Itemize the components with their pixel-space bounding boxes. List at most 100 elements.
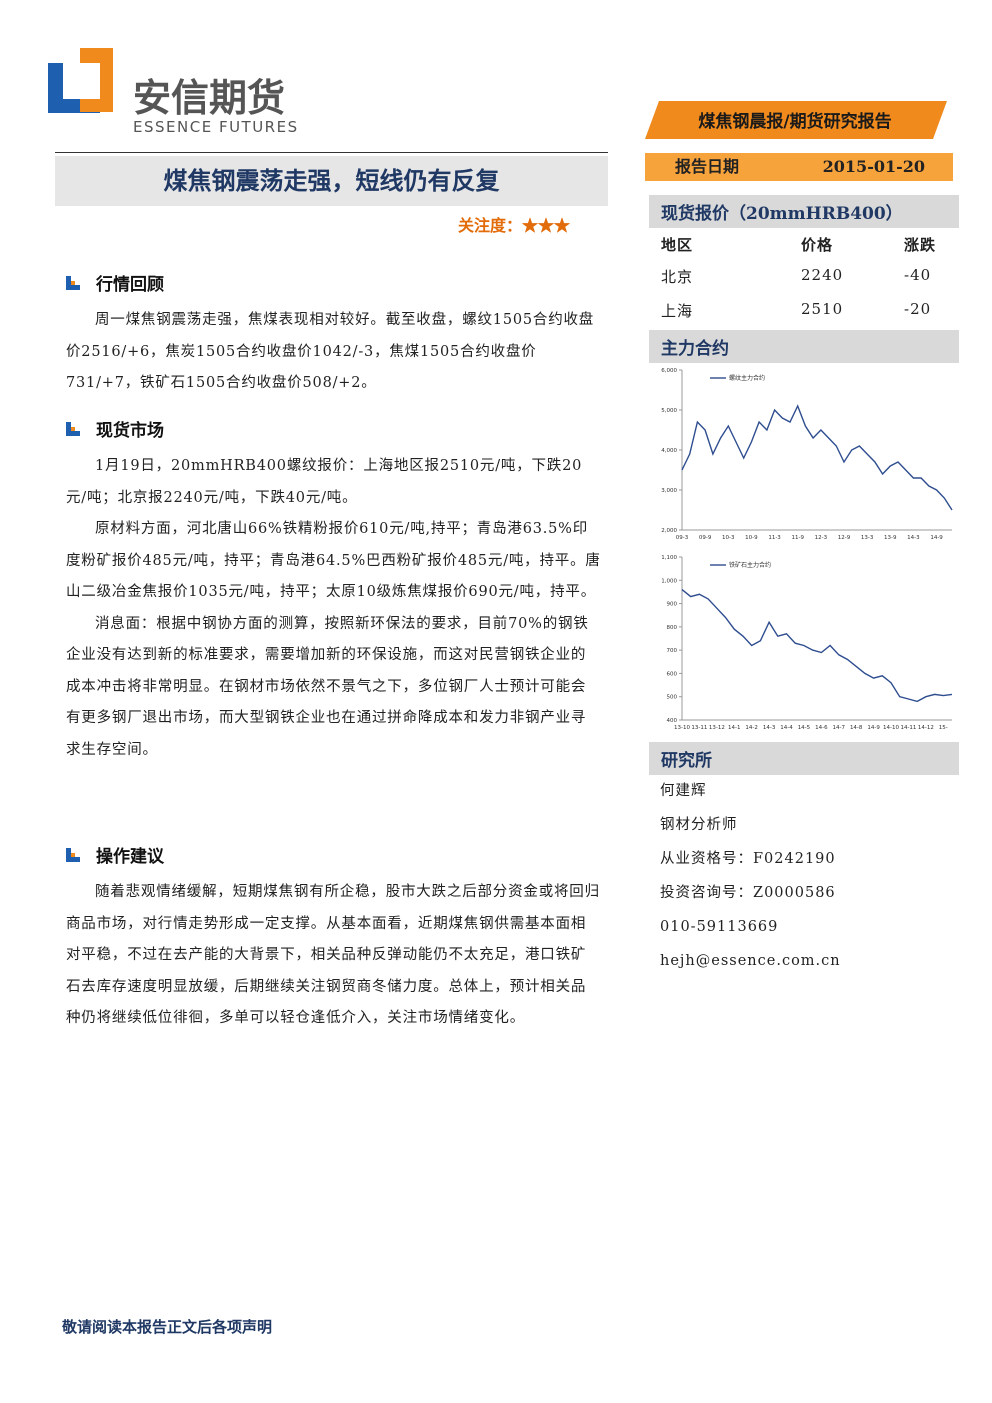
x-tick-label: 14-3 (763, 725, 776, 731)
x-tick-label: 09-3 (676, 535, 689, 541)
charts: 2,000 3,000 4,000 5,000 6,000 09-3 09-9 10-3 10-… (661, 368, 953, 731)
paragraph: 1月19日，20mmHRB400螺纹报价：上海地区报2510元/吨，下跌20元/… (66, 458, 583, 506)
heading-text: 现货市场 (96, 421, 164, 441)
y-tick-label: 3,000 (661, 488, 677, 494)
table-row: 上海 2510 -20 (649, 296, 955, 330)
date-label: 报告日期 (675, 157, 740, 176)
section: 现货市场 1月19日，20mmHRB400螺纹报价：上海地区报2510元/吨，下… (66, 416, 601, 766)
y-tick-label: 500 (667, 695, 678, 701)
paragraph: 原材料方面，河北唐山66%铁精粉报价610元/吨,持平；青岛港63.5%印度粉矿… (66, 521, 601, 600)
table-cell: 上海 (661, 302, 694, 320)
x-tick-label: 10-3 (722, 535, 735, 541)
x-tick-label: 13-9 (884, 535, 897, 541)
section: 操作建议 随着悲观情绪缓解，短期煤焦钢有所企稳，股市大跌之后部分资金或将回归商品… (66, 842, 601, 1035)
icon (66, 422, 80, 436)
x-tick-label: 13-11 (691, 725, 707, 731)
paragraph: 随着悲观情绪缓解，短期煤焦钢有所企稳，股市大跌之后部分资金或将回归商品市场，对行… (66, 884, 600, 1026)
rule (55, 152, 608, 153)
section-heading: 行情回顾 (66, 270, 601, 295)
research-line: 010-59113669 (660, 919, 779, 935)
research: 何建辉钢材分析师从业资格号：F0242190 投资咨询号：Z0000586 010-… (645, 774, 841, 978)
attention: 关注度：★★★ (458, 212, 570, 236)
table-cell: 2510 (801, 300, 844, 318)
date-bar: 报告日期 2015-01-20 (645, 153, 953, 181)
heading-text: 操作建议 (96, 847, 164, 867)
x-tick-label: 14-9 (867, 725, 880, 731)
y-tick-label: 4,000 (661, 448, 677, 454)
series-line (681, 589, 953, 703)
y-tick-label: 2,000 (661, 528, 677, 534)
table-row: 地区 价格 涨跌 (649, 228, 955, 262)
y-tick-label: 1,000 (661, 578, 677, 584)
table-row: 北京 2240 -40 (649, 262, 955, 296)
y-tick-label: 1,100 (661, 555, 677, 561)
logo: 安信期货 ESSENCE FUTURES (48, 48, 299, 136)
research-line: 钢材分析师 (660, 817, 738, 833)
x-tick-label: 14-2 (745, 725, 757, 731)
logo-cn: 安信期货 (133, 76, 285, 120)
y-tick-label: 600 (667, 671, 678, 677)
paragraph: 消息面：根据中钢协方面的测算，按照新环保法的要求，目前70%的钢铁企业没有达到新… (66, 615, 589, 758)
x-tick-label: 13-12 (709, 725, 725, 731)
table-cell: -20 (904, 300, 932, 318)
y-tick-label: 800 (667, 625, 678, 631)
table-cell: 北京 (661, 268, 694, 286)
x-tick-label: 10-9 (745, 535, 758, 541)
x-tick-label: 14-1 (728, 725, 740, 731)
table-cell: 地区 (661, 236, 694, 254)
x-tick-label: 14-3 (907, 535, 920, 541)
paragraph: 周一煤焦钢震荡走强，焦煤表现相对较好。截至收盘，螺纹1505合约收盘价2516/… (66, 312, 595, 391)
x-tick-label: 14-7 (833, 725, 846, 731)
x-tick-label: 14-11 (900, 725, 916, 731)
table-cell: 价格 (801, 236, 834, 254)
legend-label: 螺纹主力合约 (729, 374, 765, 382)
x-tick-label: 12-3 (815, 535, 828, 541)
x-tick-label: 11-9 (791, 535, 804, 541)
legend-label: 铁矿石主力合约 (729, 561, 771, 569)
x-tick-label: 14-8 (850, 725, 863, 731)
report-type: 煤焦钢晨报/期货研究报告 (698, 111, 891, 132)
icon (66, 848, 80, 862)
table-cell: 涨跌 (904, 236, 937, 254)
side-heading: 研究所 (649, 742, 959, 775)
section-heading: 操作建议 (66, 842, 601, 867)
spot-table: 地区 价格 涨跌北京 2240 -40 上海 2510 -20 (649, 228, 955, 330)
x-tick-label: 14-5 (798, 725, 811, 731)
research-line: hejh@essence.com.cn (660, 953, 841, 969)
heading-text: 行情回顾 (96, 275, 164, 295)
icon (66, 276, 80, 290)
report-banner: 煤焦钢晨报/期货研究报告 (645, 101, 947, 139)
x-tick-label: 09-9 (699, 535, 712, 541)
attention-label: 关注度： (458, 216, 523, 235)
x-tick-label: 15- (939, 725, 948, 731)
side-heading: 主力合约 (649, 330, 959, 363)
table-cell: -40 (904, 266, 932, 284)
research-line: 投资咨询号：Z0000586 (660, 885, 836, 901)
x-tick-label: 13-10 (674, 725, 690, 731)
table-cell: 2240 (801, 266, 844, 284)
y-tick-label: 700 (667, 648, 678, 654)
logo-en: ESSENCE FUTURES (133, 118, 299, 136)
research-line: 从业资格号：F0242190 (660, 851, 836, 867)
x-tick-label: 14-12 (918, 725, 934, 731)
x-tick-label: 12-9 (838, 535, 851, 541)
y-tick-label: 5,000 (661, 408, 677, 414)
title: 煤焦钢震荡走强，短线仍有反复 (55, 156, 608, 206)
section-heading: 现货市场 (66, 416, 601, 441)
footer: 敬请阅读本报告正文后各项声明 (62, 1318, 273, 1336)
section: 行情回顾 周一煤焦钢震荡走强，焦煤表现相对较好。截至收盘，螺纹1505合约收盘价… (66, 270, 601, 400)
x-tick-label: 14-4 (780, 725, 793, 731)
x-tick-label: 14-6 (815, 725, 828, 731)
y-tick-label: 400 (667, 718, 678, 724)
date: 2015-01-20 (822, 157, 925, 176)
x-tick-label: 13-3 (861, 535, 874, 541)
attention-stars: ★★★ (522, 216, 571, 235)
x-tick-label: 11-3 (768, 535, 781, 541)
logo-mark (80, 63, 100, 99)
x-tick-label: 14-9 (930, 535, 943, 541)
research-line: 何建辉 (660, 783, 707, 799)
x-tick-label: 14-10 (883, 725, 899, 731)
side-heading: 现货报价（20mmHRB400） (649, 195, 959, 228)
y-tick-label: 6,000 (661, 368, 677, 374)
